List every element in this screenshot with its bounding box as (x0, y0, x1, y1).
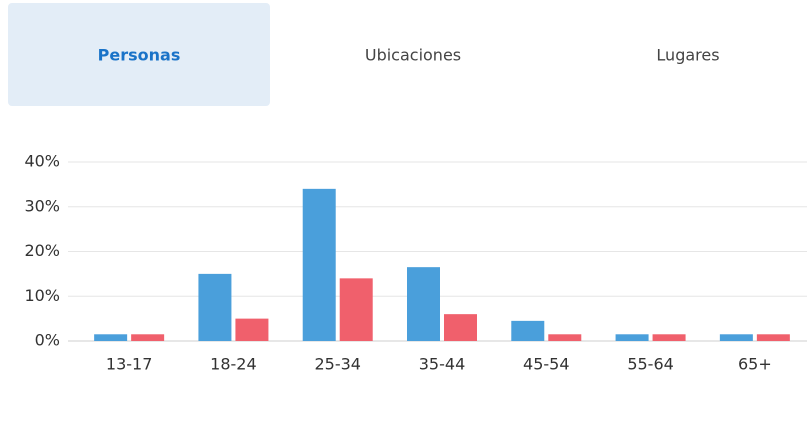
bar (94, 334, 128, 341)
x-tick-label: 18-24 (210, 355, 257, 374)
bar (198, 273, 232, 341)
bar (756, 334, 790, 341)
tab[interactable]: Lugares (656, 46, 719, 65)
x-tick-label: 45-54 (523, 355, 570, 374)
bar (235, 318, 269, 341)
x-tick-label: 35-44 (419, 355, 466, 374)
x-tick-label: 55-64 (627, 355, 674, 374)
bar (302, 188, 336, 341)
bar (615, 334, 649, 341)
tab-background (8, 3, 270, 106)
bar (444, 314, 477, 341)
bar (511, 320, 545, 341)
y-tick-label: 30% (24, 196, 60, 215)
bar (719, 334, 753, 341)
bar (548, 334, 582, 341)
x-tick-label: 13-17 (106, 355, 153, 374)
x-tick-label: 65+ (738, 355, 772, 374)
y-tick-label: 20% (24, 241, 60, 260)
y-tick-label: 10% (24, 286, 60, 305)
bar (339, 278, 373, 341)
bar (131, 334, 165, 341)
bar (407, 267, 440, 341)
y-tick-label: 40% (24, 152, 60, 171)
bar (652, 334, 686, 341)
x-tick-label: 25-34 (314, 355, 361, 374)
tab[interactable]: Ubicaciones (365, 46, 461, 65)
y-tick-label: 0% (35, 331, 60, 350)
tab[interactable]: Personas (98, 46, 181, 65)
